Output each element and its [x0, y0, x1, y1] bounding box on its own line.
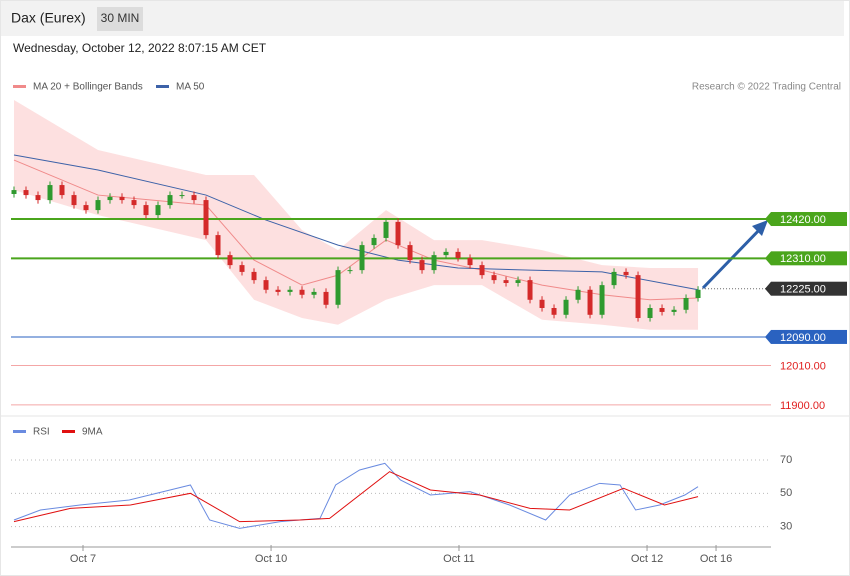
credit: Research © 2022 Trading Central — [692, 82, 841, 93]
candle-body — [695, 289, 701, 298]
candle-body — [551, 308, 557, 315]
candle-body — [23, 190, 29, 196]
candle-body — [659, 308, 665, 312]
candle-body — [515, 280, 521, 283]
candle-body — [323, 291, 329, 305]
level-badge-tip — [765, 329, 771, 344]
candle-body — [587, 289, 593, 315]
candle-body — [167, 195, 173, 206]
y-tick-label: 30 — [780, 521, 792, 533]
level-label: 12010.00 — [780, 360, 826, 372]
interval[interactable]: 30 MIN — [101, 11, 140, 25]
candle-body — [203, 200, 209, 236]
candle-body — [131, 200, 137, 206]
level-badge-tip — [765, 251, 771, 266]
candle-body — [179, 195, 185, 197]
rsi-line — [13, 471, 699, 523]
candle-body — [671, 309, 677, 312]
candle-body — [611, 271, 617, 286]
arrow-head — [752, 220, 768, 236]
level-badge — [771, 281, 847, 296]
level-badge — [771, 251, 847, 266]
candle-body — [419, 260, 425, 271]
legend-label: RSI — [33, 427, 50, 438]
legend-swatch — [13, 430, 26, 433]
candle-body — [11, 190, 17, 194]
legend-swatch — [62, 430, 75, 433]
candle-body — [215, 235, 221, 256]
legend-swatch — [13, 85, 26, 88]
rsi-line — [13, 462, 699, 529]
candle-body — [119, 196, 125, 201]
candle-body — [503, 280, 509, 283]
x-tick-label: Oct 10 — [255, 553, 287, 565]
candle-body — [95, 200, 101, 211]
candle-body — [287, 289, 293, 292]
legend-label: MA 50 — [176, 82, 205, 93]
candle-body — [275, 289, 281, 292]
candle-body — [443, 251, 449, 256]
x-tick-label: Oct 16 — [700, 553, 732, 565]
candle-body — [371, 237, 377, 246]
bollinger-band — [14, 100, 699, 330]
level-label: 11900.00 — [780, 400, 825, 412]
candle-body — [59, 185, 65, 196]
legend-label: MA 20 + Bollinger Bands — [33, 82, 143, 93]
candle-body — [251, 271, 257, 281]
candle-body — [107, 196, 113, 201]
level-label: 12090.00 — [780, 332, 826, 344]
candle-body — [575, 289, 581, 300]
x-tick-label: Oct 11 — [443, 553, 475, 565]
interval-badge[interactable] — [97, 7, 143, 31]
candle-body — [47, 185, 53, 201]
candle-body — [359, 245, 365, 271]
timestamp: Wednesday, October 12, 2022 8:07:15 AM C… — [13, 41, 267, 55]
candle-body — [467, 257, 473, 266]
candle-body — [263, 280, 269, 290]
candle-body — [71, 195, 77, 206]
candle-body — [83, 205, 89, 211]
candle-body — [539, 299, 545, 309]
candle-body — [191, 195, 197, 201]
legend-swatch — [156, 85, 169, 88]
candle-body — [227, 255, 233, 266]
candle-body — [347, 270, 353, 272]
candle-body — [395, 221, 401, 246]
x-tick-label: Oct 7 — [70, 553, 96, 565]
candle-body — [335, 270, 341, 305]
y-tick-label: 50 — [780, 487, 792, 499]
level-label: 12420.00 — [780, 214, 826, 226]
candle-body — [635, 275, 641, 319]
candle-body — [527, 280, 533, 300]
ma-line — [13, 154, 699, 291]
candle-body — [563, 299, 569, 315]
candle-body — [35, 195, 41, 201]
candle-body — [407, 245, 413, 261]
candle-body — [683, 297, 689, 310]
level-badge — [771, 212, 847, 227]
candle-body — [299, 289, 305, 295]
candle-body — [623, 271, 629, 276]
title: Dax (Eurex) — [11, 10, 86, 26]
level-badge-tip — [765, 212, 771, 227]
candle-body — [479, 265, 485, 276]
x-tick-label: Oct 12 — [631, 553, 663, 565]
candle-body — [599, 285, 605, 315]
level-badge-tip — [765, 281, 771, 296]
y-tick-label: 70 — [780, 454, 792, 466]
level-label: 12310.00 — [780, 253, 826, 265]
level-label: 12225.00 — [780, 284, 826, 296]
candle-body — [491, 275, 497, 281]
candle-body — [155, 205, 161, 216]
candle-body — [647, 308, 653, 319]
candle-body — [239, 265, 245, 272]
candle-body — [383, 221, 389, 238]
level-badge — [771, 329, 847, 344]
candle-body — [431, 255, 437, 271]
candle-body — [455, 251, 461, 258]
candle-body — [311, 291, 317, 295]
legend-label: 9MA — [82, 427, 103, 438]
candle-body — [143, 205, 149, 216]
